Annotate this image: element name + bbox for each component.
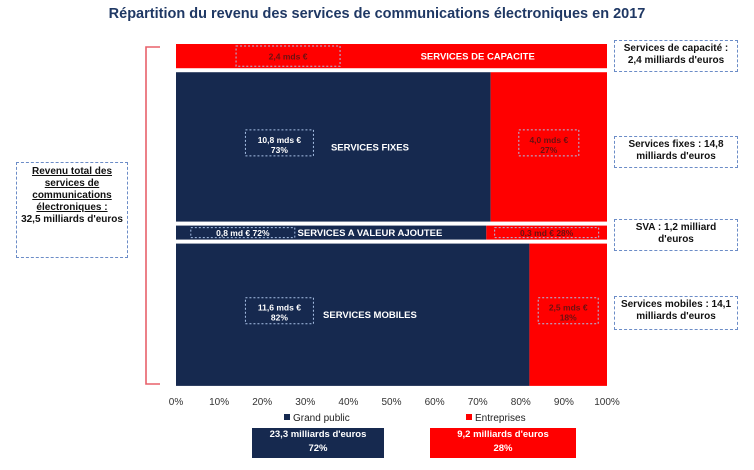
x-tick-label: 60% (425, 397, 445, 408)
data-label-box-grand_public-services-a-valeur-ajoutee (190, 227, 296, 239)
bar-entreprises-services-de-capacite (176, 44, 607, 69)
total-revenue-value: 32,5 milliards d'euros (21, 214, 123, 225)
data-label-box-entreprises-services-mobiles (537, 297, 599, 325)
data-label-box-entreprises-services-de-capacite (235, 45, 341, 67)
total-revenue-box: Revenu total des services de communicati… (16, 162, 128, 258)
total-grand-public-pct: 72% (308, 443, 328, 454)
x-tick-label: 30% (295, 397, 315, 408)
x-tick-label: 10% (209, 397, 229, 408)
x-tick-label: 70% (468, 397, 488, 408)
legend-label-grand-public: Grand public (293, 413, 350, 424)
data-label-entreprises-services-de-capacite: 2,4 mds € (269, 52, 308, 62)
total-grand-public-box: 23,3 milliards d'euros 72% (252, 428, 384, 458)
data-label-grand_public-services-a-valeur-ajoutee: 0,8 md € 72% (216, 228, 270, 238)
x-tick-label: 0% (169, 397, 184, 408)
bar-entreprises-services-mobiles (529, 243, 607, 386)
data-label-box-entreprises-services-fixes (518, 129, 580, 157)
x-tick-label: 50% (381, 397, 401, 408)
data-label-box-grand_public-services-mobiles (244, 297, 314, 325)
x-tick-label: 20% (252, 397, 272, 408)
data-label-grand_public-services-mobiles: 11,6 mds € (258, 303, 301, 313)
x-tick-label: 80% (511, 397, 531, 408)
legend-grand-public: Grand public (284, 413, 350, 424)
total-entreprises-pct: 28% (493, 443, 513, 454)
data-label-box-grand_public-services-fixes (244, 129, 314, 157)
bar-entreprises-services-a-valeur-ajoutee (486, 225, 607, 240)
data-label-pct-entreprises-services-mobiles: 18% (560, 313, 577, 323)
data-label-grand_public-services-fixes: 10,8 mds € (258, 135, 302, 145)
segment-name-services-fixes: SERVICES FIXES (331, 142, 409, 153)
data-label-pct-entreprises-services-fixes: 27% (540, 145, 557, 155)
bar-entreprises-services-fixes (490, 72, 607, 222)
legend-swatch-grand-public (284, 414, 290, 420)
segment-name-services-de-capacite: SERVICES DE CAPACITE (421, 52, 535, 63)
legend-swatch-entreprises (466, 414, 472, 420)
total-entreprises-amount: 9,2 milliards d'euros (457, 429, 549, 440)
data-label-box-entreprises-services-a-valeur-ajoutee (494, 227, 600, 239)
x-tick-label: 100% (594, 397, 620, 408)
data-label-entreprises-services-a-valeur-ajoutee: 0,3 md € 28% (520, 228, 574, 238)
segment-name-services-mobiles: SERVICES MOBILES (323, 310, 417, 321)
data-label-pct-grand_public-services-mobiles: 82% (271, 313, 288, 323)
legend-label-entreprises: Entreprises (475, 413, 526, 424)
bar-grand-public-services-a-valeur-ajoutee (176, 225, 487, 240)
bar-grand-public-services-fixes (176, 72, 491, 222)
data-label-pct-grand_public-services-fixes: 73% (271, 145, 288, 155)
data-label-entreprises-services-mobiles: 2,5 mds € (549, 303, 588, 313)
chart-title: Répartition du revenu des services de co… (108, 6, 646, 22)
total-grand-public-amount: 23,3 milliards d'euros (269, 429, 367, 440)
side-note-sva: SVA : 1,2 milliard d'euros (614, 219, 738, 251)
side-note-fixes: Services fixes : 14,8 milliards d'euros (614, 136, 738, 168)
x-tick-label: 40% (338, 397, 358, 408)
bar-grand-public-services-mobiles (176, 243, 530, 386)
segment-name-services-a-valeur-ajoutee: SERVICES A VALEUR AJOUTEE (298, 228, 443, 239)
total-entreprises-box: 9,2 milliards d'euros 28% (430, 428, 576, 458)
side-note-mobiles: Services mobiles : 14,1 milliards d'euro… (614, 296, 738, 330)
data-label-entreprises-services-fixes: 4,0 mds € (529, 135, 568, 145)
x-tick-label: 90% (554, 397, 574, 408)
total-bracket (145, 46, 160, 385)
side-note-capacite: Services de capacité : 2,4 milliards d'e… (614, 40, 738, 72)
total-revenue-heading: Revenu total des services de communicati… (31, 166, 113, 213)
legend-entreprises: Entreprises (466, 413, 526, 424)
